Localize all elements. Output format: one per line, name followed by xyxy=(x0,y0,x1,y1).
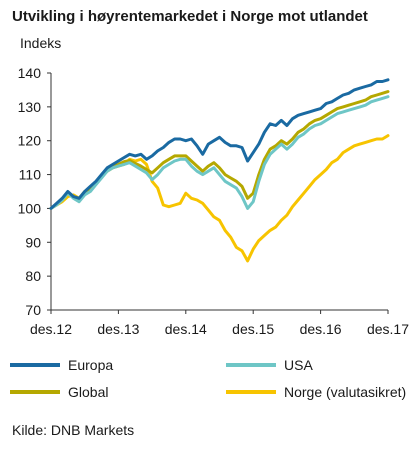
y-tick-label: 120 xyxy=(18,133,42,149)
x-tick-label: des.12 xyxy=(30,321,72,337)
x-tick-label: des.15 xyxy=(232,321,274,337)
y-tick-label: 130 xyxy=(18,99,42,115)
series-layer xyxy=(49,78,390,263)
chart-title: Utvikling i høyrentemarkedet i Norge mot… xyxy=(12,8,368,25)
axis-layer: 70 80 90 100 110 120 130 140 des.12 des.13 des.14 d… xyxy=(18,65,410,337)
y-tick-label: 70 xyxy=(25,302,41,318)
x-tick-label: des.13 xyxy=(97,321,139,337)
legend-label-global: Global xyxy=(68,384,108,400)
legend-label-usa: USA xyxy=(284,357,313,373)
series-line-europa xyxy=(49,78,390,210)
y-axis-label: Indeks xyxy=(20,35,62,51)
x-tick-label: des.17 xyxy=(367,321,409,337)
series-line-global xyxy=(49,90,390,210)
legend: Europa USA Global Norge (valutasikret) xyxy=(10,357,406,400)
y-tick-label: 90 xyxy=(25,234,41,250)
legend-label-norge-valutasikret: Norge (valutasikret) xyxy=(284,384,406,400)
x-tick-label: des.14 xyxy=(165,321,207,337)
x-tick-label: des.16 xyxy=(300,321,342,337)
y-tick-label: 140 xyxy=(18,65,42,81)
series-line-usa xyxy=(49,95,390,210)
source-note: Kilde: DNB Markets xyxy=(12,422,135,438)
series-line-norge-valutasikret xyxy=(49,134,390,263)
y-tick-label: 110 xyxy=(19,167,42,183)
y-tick-label: 100 xyxy=(18,200,42,216)
legend-label-europa: Europa xyxy=(68,357,113,373)
y-tick-label: 80 xyxy=(25,268,41,284)
